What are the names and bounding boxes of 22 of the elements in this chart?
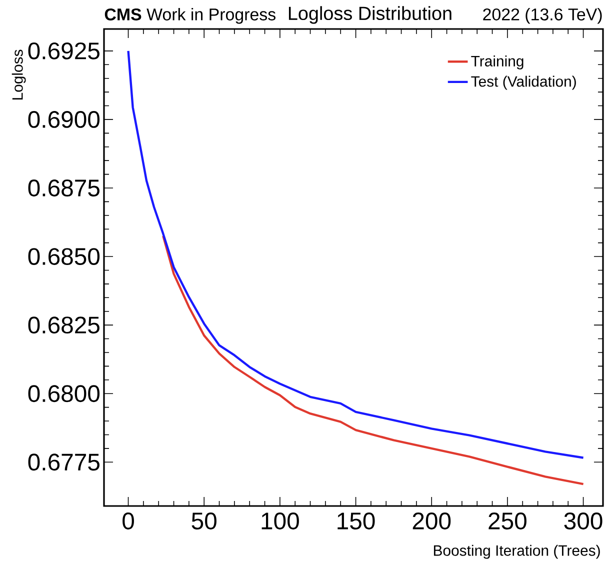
y-tick-label: 0.6850 [28,248,100,265]
x-axis-title: Boosting Iteration (Trees) [434,544,600,559]
y-tick-label: 0.6925 [28,42,100,60]
x-tick-label: 300 [564,512,602,530]
x-tick-label: 100 [262,512,299,530]
y-axis-title: Logloss [12,50,26,100]
x-tick-label: 150 [338,512,375,530]
chart-title: Logloss Distribution [288,6,452,24]
y-tick-label: 0.6900 [28,111,100,128]
legend-label: Training [471,55,524,70]
y-tick-label: 0.6875 [28,180,100,196]
y-tick-label: 0.6825 [28,316,100,334]
y-tick-label: 0.6800 [28,385,100,402]
x-tick-label: 250 [488,512,526,530]
x-tick-label: 0 [122,512,134,530]
text: CMS Work in Progress [104,8,276,24]
x-tick-label: 200 [412,512,451,530]
line-series [162,234,584,486]
y-tick-label: 0.6775 [28,454,100,471]
text: 2022 (13.6 TeV) [483,8,602,24]
x-tick-label: 50 [192,512,216,530]
legend-label: Test (Validation) [471,76,576,90]
